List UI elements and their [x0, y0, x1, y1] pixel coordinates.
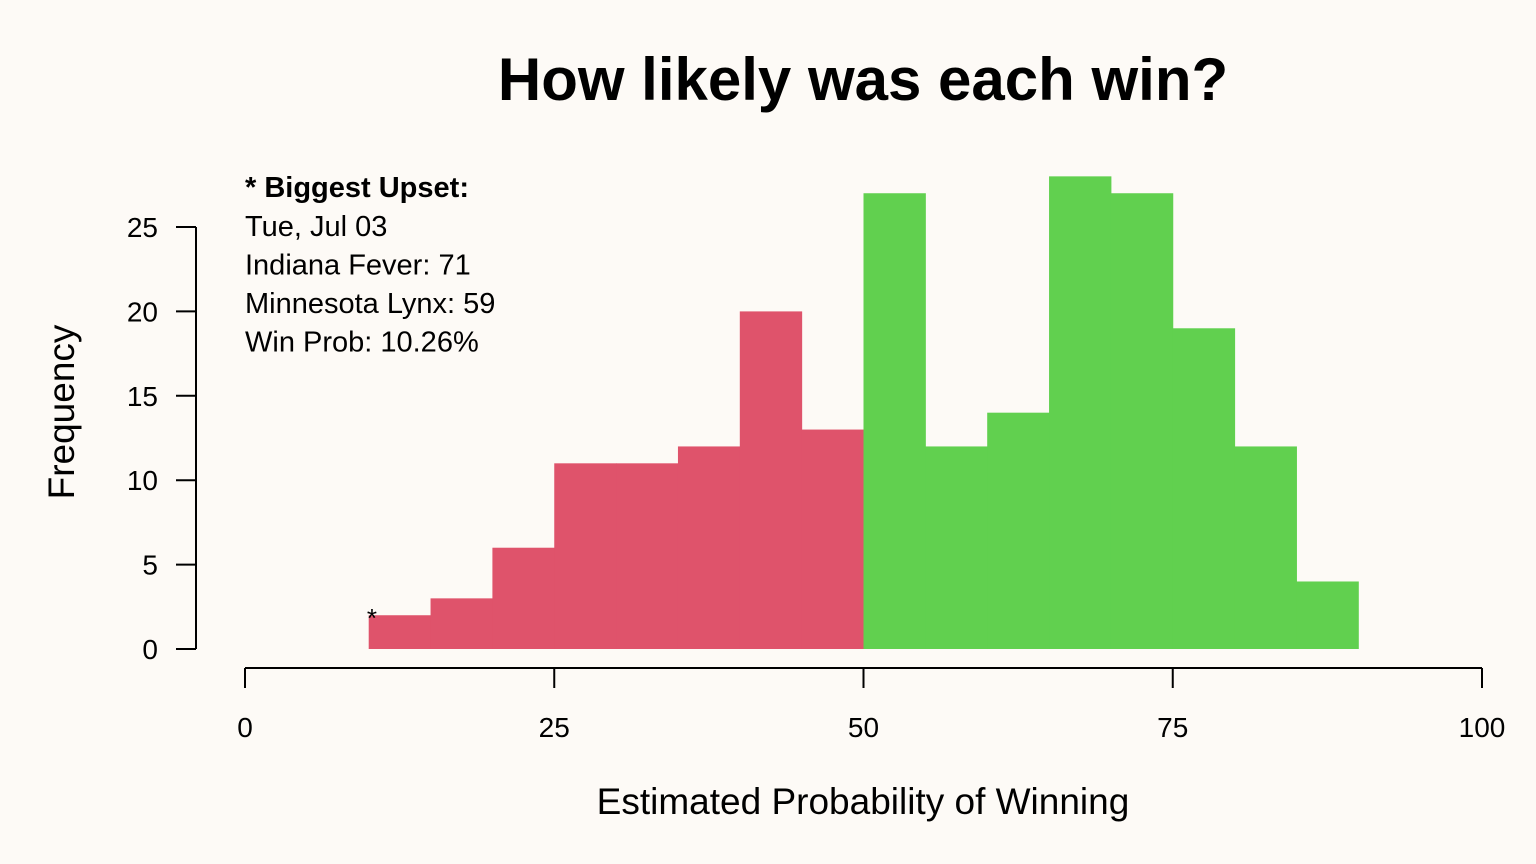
bar	[1049, 176, 1112, 650]
x-tick-label: 100	[1459, 712, 1506, 743]
bar	[801, 429, 864, 649]
bar	[616, 463, 679, 649]
annotation-line: Tue, Jul 03	[245, 211, 387, 243]
upset-marker: *	[367, 603, 377, 633]
y-tick-label: 5	[142, 550, 158, 581]
bar	[925, 446, 988, 649]
bar	[739, 311, 803, 649]
x-tick-label: 75	[1157, 712, 1188, 743]
y-tick-label: 15	[127, 381, 158, 412]
bar	[863, 193, 926, 650]
annotation-line: Win Prob: 10.26%	[245, 327, 479, 359]
y-tick-label: 25	[127, 212, 158, 243]
bar	[1296, 581, 1359, 649]
bar	[677, 446, 741, 649]
bar	[1110, 193, 1174, 650]
bar	[1234, 446, 1297, 649]
bar	[554, 463, 617, 649]
x-tick-label: 0	[237, 712, 253, 743]
x-axis-title: Estimated Probability of Winning	[597, 781, 1130, 822]
annotation-line: Minnesota Lynx: 59	[245, 288, 495, 320]
bar	[987, 412, 1050, 649]
annotation-line: Indiana Fever: 71	[245, 250, 471, 282]
y-axis-title: Frequency	[41, 324, 82, 499]
y-tick-label: 10	[127, 465, 158, 496]
bar	[430, 598, 493, 649]
y-tick-label: 0	[142, 634, 158, 665]
bar	[492, 547, 555, 649]
annotation-heading: * Biggest Upset:	[245, 172, 469, 204]
x-tick-label: 50	[848, 712, 879, 743]
y-tick-label: 20	[127, 296, 158, 327]
bar	[1172, 328, 1236, 649]
bar	[368, 615, 432, 649]
chart-title: How likely was each win?	[498, 46, 1228, 113]
x-tick-label: 25	[539, 712, 570, 743]
